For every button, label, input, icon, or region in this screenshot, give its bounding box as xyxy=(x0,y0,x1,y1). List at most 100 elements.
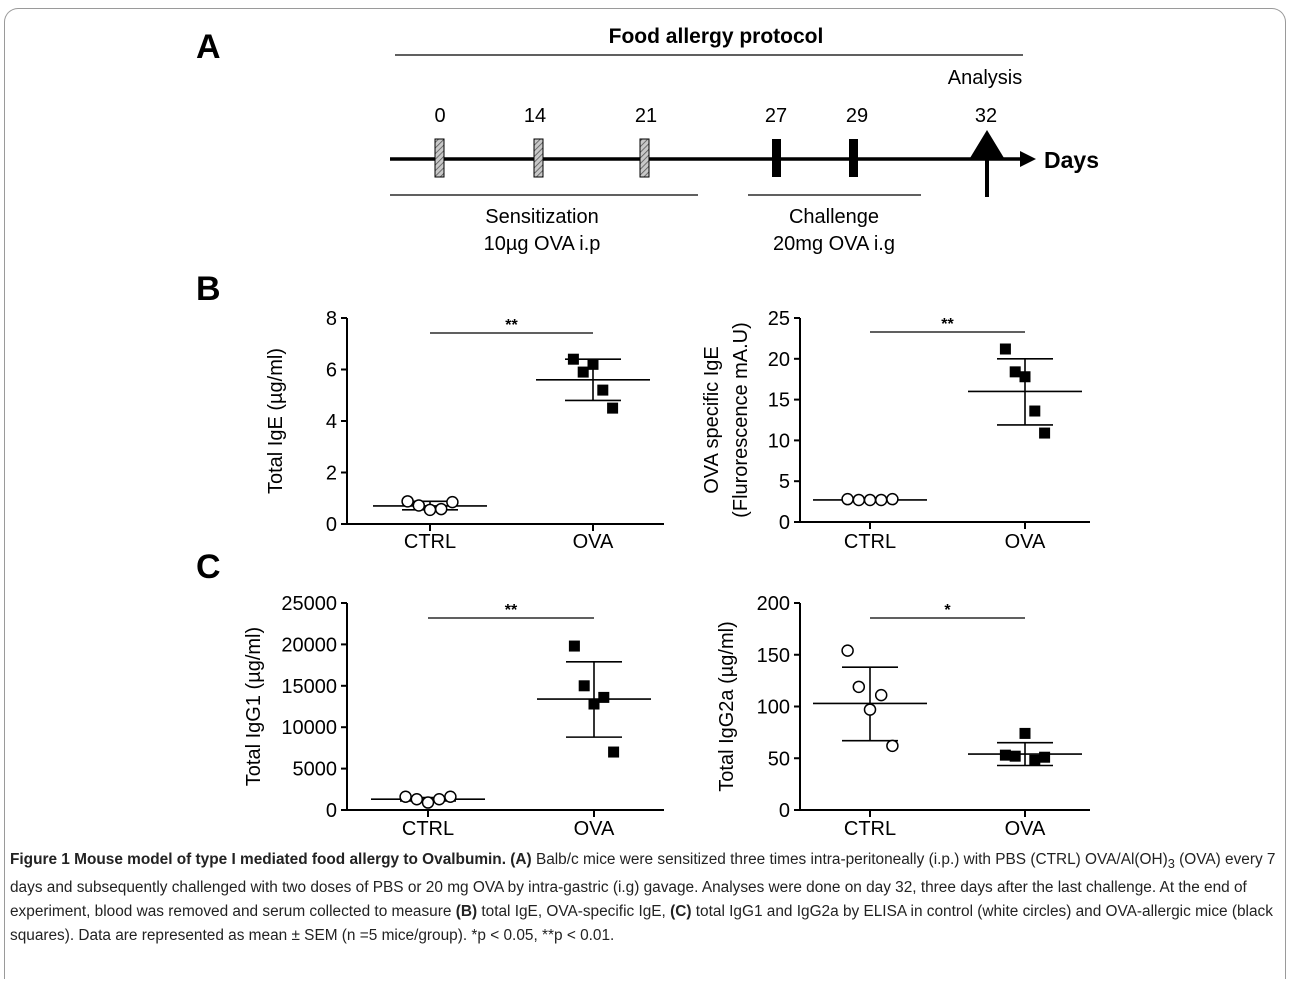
figure-frame xyxy=(4,8,1286,979)
day-label-29: 29 xyxy=(846,105,868,127)
analysis-label: Analysis xyxy=(948,67,1022,89)
caption-subscript: 3 xyxy=(1167,856,1175,872)
ova-point xyxy=(578,680,590,692)
y-tick-label: 15 xyxy=(768,390,790,412)
significance-label: * xyxy=(944,602,951,619)
sensitization-dose: 10µg OVA i.p xyxy=(484,233,601,255)
ctrl-point xyxy=(444,790,457,804)
y-tick-label: 0 xyxy=(326,514,337,536)
y-tick-label: 4 xyxy=(326,411,337,433)
y-tick-label: 10000 xyxy=(281,717,337,739)
caption-label-c: (C) xyxy=(670,903,692,921)
protocol-title: Food allergy protocol xyxy=(609,25,824,48)
sensitization-label: Sensitization xyxy=(485,206,598,228)
analysis-arrowhead xyxy=(970,130,1004,158)
y-tick-label: 10 xyxy=(768,430,790,452)
y-axis-label: (Flurorescence mA.U) xyxy=(730,322,752,518)
ova-point xyxy=(577,366,589,378)
y-tick-label: 100 xyxy=(757,697,790,719)
days-label: Days xyxy=(1044,147,1099,173)
ctrl-point xyxy=(446,495,459,509)
ova-point xyxy=(598,691,610,703)
challenge-marker-day-29 xyxy=(849,139,858,177)
day-label-14: 14 xyxy=(524,105,546,127)
day-label-21: 21 xyxy=(635,105,657,127)
ctrl-point xyxy=(841,644,854,657)
y-tick-label: 0 xyxy=(779,512,790,534)
y-axis-label: OVA specific IgE xyxy=(701,346,723,493)
significance-label: ** xyxy=(505,602,518,619)
x-category-label: OVA xyxy=(1005,818,1046,840)
ova-point xyxy=(587,358,599,370)
ctrl-point xyxy=(852,680,866,694)
plot-total-igg2a: 0 50 100 150 200 CTRL OVA Total IgG2a (µg/ml) * xyxy=(716,593,1090,840)
ova-point xyxy=(1029,405,1041,417)
y-axis-label: Total IgG1 (µg/ml) xyxy=(243,627,265,786)
ctrl-point xyxy=(852,493,866,507)
figure-caption: Figure 1 Mouse model of type I mediated … xyxy=(10,848,1280,948)
ova-point xyxy=(568,640,580,652)
x-category-label: OVA xyxy=(573,531,614,553)
challenge-marker-day-27 xyxy=(772,139,781,177)
sensitization-marker-day-21 xyxy=(639,138,650,178)
ctrl-point xyxy=(421,796,435,809)
ctrl-point xyxy=(412,499,426,512)
significance-label: ** xyxy=(505,317,518,334)
x-category-label: CTRL xyxy=(402,818,454,840)
ctrl-point xyxy=(886,492,899,506)
day-label-0: 0 xyxy=(434,105,445,127)
ova-point xyxy=(1019,371,1031,383)
caption-label-a: (A) xyxy=(510,851,532,868)
y-tick-label: 0 xyxy=(779,800,790,822)
caption-title: Figure 1 Mouse model of type I mediated … xyxy=(10,851,506,868)
ctrl-point xyxy=(399,790,412,804)
sensitization-marker-day-14 xyxy=(533,138,544,178)
y-tick-label: 20 xyxy=(768,349,790,371)
caption-label-b: (B) xyxy=(455,903,478,921)
panel-label-c: C xyxy=(196,548,221,586)
x-category-label: CTRL xyxy=(844,531,896,553)
ova-point xyxy=(999,343,1011,355)
ova-point xyxy=(1039,751,1051,763)
ova-point xyxy=(588,698,600,710)
ctrl-point xyxy=(841,492,854,506)
y-tick-label: 15000 xyxy=(281,676,337,698)
sensitization-marker-day-0 xyxy=(434,138,445,178)
day-label-27: 27 xyxy=(765,105,787,127)
caption-text-4: total IgG1 and IgG2a by ELISA in control… xyxy=(10,903,1273,945)
ctrl-point xyxy=(874,688,888,702)
ova-point xyxy=(1009,366,1021,378)
y-tick-label: 6 xyxy=(326,360,337,382)
y-tick-label: 2 xyxy=(326,463,337,485)
y-tick-label: 200 xyxy=(757,593,790,615)
ctrl-point xyxy=(863,703,877,716)
caption-text-2: (OVA) every 7 days and subsequently chal… xyxy=(10,851,1276,921)
significance-label: ** xyxy=(941,316,954,333)
ctrl-point xyxy=(432,792,446,806)
x-category-label: OVA xyxy=(1005,531,1046,553)
ctrl-point xyxy=(434,502,448,516)
ctrl-point xyxy=(863,493,877,507)
timeline-arrowhead xyxy=(1020,151,1036,167)
ova-point xyxy=(608,746,620,758)
y-tick-label: 25000 xyxy=(281,593,337,615)
ctrl-point xyxy=(410,792,424,806)
y-tick-label: 5000 xyxy=(293,759,338,781)
plot-ova-specific-ige: 0 5 10 15 20 25 CTRL OVA OVA specific IgE (Fluror… xyxy=(701,308,1090,553)
y-axis-label: Total IgE (µg/ml) xyxy=(265,348,287,494)
ova-point xyxy=(1029,754,1041,766)
x-category-label: OVA xyxy=(574,818,615,840)
y-tick-label: 25 xyxy=(768,308,790,330)
caption-text-3: total IgE, OVA-specific IgE, xyxy=(481,903,666,921)
protocol-timeline: Food allergy protocol Analysis 0 14 21 2… xyxy=(390,25,1099,255)
x-category-label: CTRL xyxy=(404,531,456,553)
challenge-label: Challenge xyxy=(789,206,879,228)
x-category-label: CTRL xyxy=(844,818,896,840)
ctrl-point xyxy=(874,493,888,507)
y-tick-label: 8 xyxy=(326,308,337,330)
ova-point xyxy=(1009,750,1021,762)
figure-area: A B C Food allergy protocol Analysis 0 1… xyxy=(196,25,1099,840)
panel-label-b: B xyxy=(196,270,221,308)
panel-label-a: A xyxy=(196,28,221,66)
y-tick-label: 5 xyxy=(779,471,790,493)
